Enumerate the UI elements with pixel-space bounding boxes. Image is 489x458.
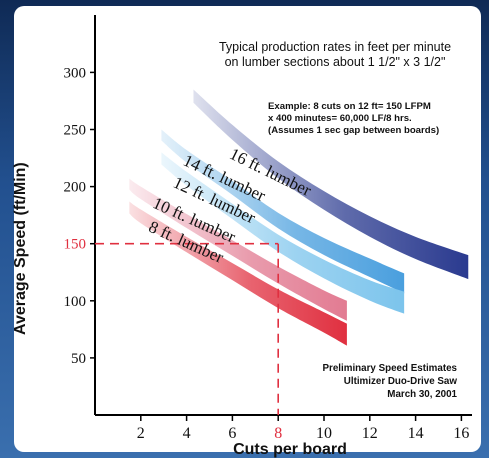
y-tick-label: 200: [64, 180, 87, 196]
series-band-14ft: [161, 129, 405, 294]
example-note-line: Example: 8 cuts on 12 ft= 150 LFPM: [268, 101, 431, 112]
x-tick-label: 10: [316, 425, 332, 442]
chart-subtitle: on lumber sections about 1 1/2" x 3 1/2": [225, 55, 446, 69]
estimate-note-line: Preliminary Speed Estimates: [323, 363, 458, 374]
series-band-16ft: [193, 89, 469, 280]
x-tick-label: 2: [137, 425, 145, 442]
x-tick-label: 14: [408, 425, 424, 442]
y-tick-label: 50: [71, 351, 86, 367]
y-tick-label: 250: [64, 123, 87, 139]
series-band-12ft: [161, 152, 405, 314]
estimate-note-line: March 30, 2001: [387, 389, 457, 400]
series-band-10ft: [129, 178, 347, 321]
x-tick-label: 16: [453, 425, 469, 442]
y-tick-label: 100: [64, 294, 87, 310]
x-tick-label: 12: [362, 425, 378, 442]
y-tick-label: 300: [64, 65, 87, 81]
example-note-line: x 400 minutes= 60,000 LF/8 hrs.: [268, 113, 412, 124]
estimate-note-line: Ultimizer Duo-Drive Saw: [344, 376, 458, 387]
chart-title: Typical production rates in feet per min…: [219, 40, 451, 54]
x-tick-label: 6: [228, 425, 236, 442]
y-axis-label: Average Speed (ft/Min): [12, 162, 29, 335]
x-axis-label: Cuts per board: [233, 441, 347, 458]
series-band-8ft: [129, 201, 347, 346]
x-tick-label: 8: [274, 425, 282, 442]
example-note-line: (Assumes 1 sec gap between boards): [268, 125, 439, 136]
x-tick-label: 4: [183, 425, 191, 442]
y-tick-label: 150: [64, 237, 87, 253]
